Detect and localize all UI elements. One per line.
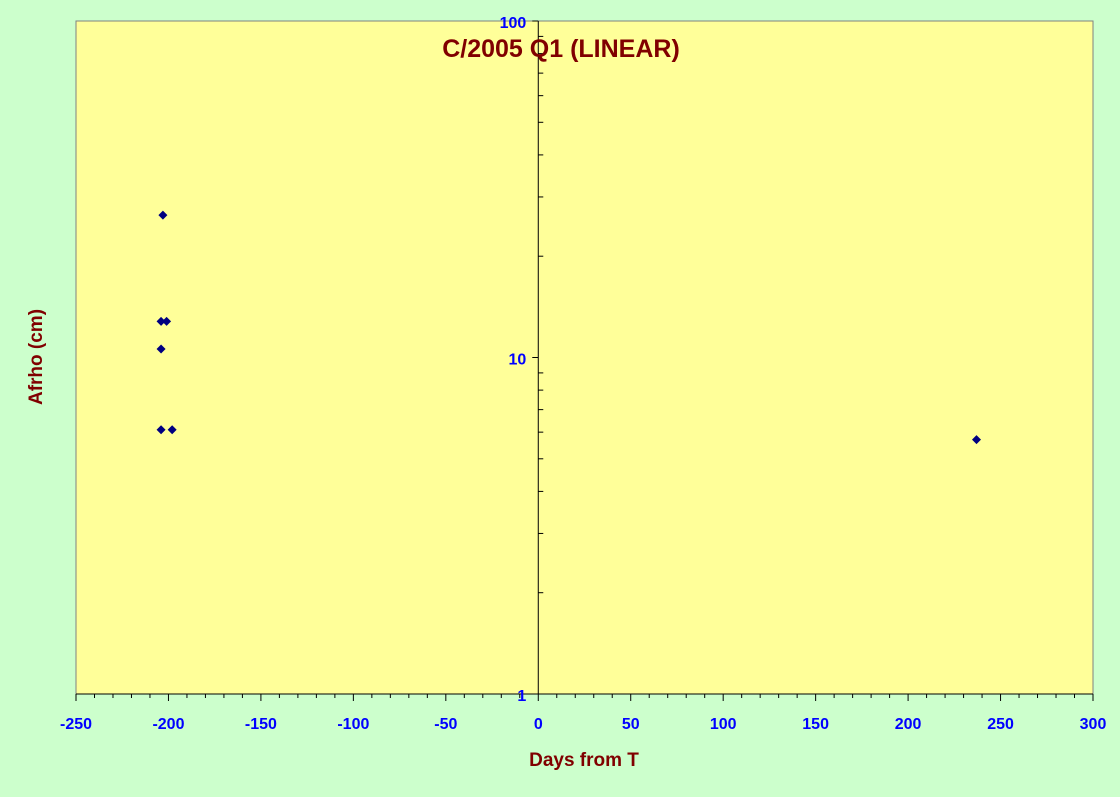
y-axis-label: Afrho (cm)	[26, 309, 47, 405]
x-tick-label: 100	[710, 716, 737, 733]
x-tick-label: 250	[987, 716, 1014, 733]
x-tick-label: 300	[1080, 716, 1107, 733]
y-tick-label: 10	[508, 352, 526, 369]
x-tick-label: 200	[895, 716, 922, 733]
data-point	[158, 210, 168, 220]
ticks	[75, 20, 1094, 701]
x-tick-label: 150	[802, 716, 829, 733]
x-tick-label: -50	[434, 716, 457, 733]
chart-title: C/2005 Q1 (LINEAR)	[442, 35, 680, 63]
x-tick-label: -150	[245, 716, 277, 733]
x-tick-label: -100	[337, 716, 369, 733]
data-markers	[156, 210, 982, 445]
y-tick-label: 1	[517, 688, 526, 705]
y-tick-label: 100	[500, 15, 527, 32]
plot-area	[75, 20, 1094, 695]
x-axis-label: Days from T	[529, 750, 639, 771]
data-point	[972, 435, 982, 445]
data-point	[167, 425, 177, 435]
data-point	[162, 316, 172, 326]
tick-labels: -250 -200 -150 -100 -50 0 50 100 150 200 250 300 1 10…	[60, 15, 1106, 733]
x-tick-label: 0	[534, 716, 543, 733]
x-tick-label: 50	[622, 716, 640, 733]
x-tick-label: -200	[152, 716, 184, 733]
x-tick-label: -250	[60, 716, 92, 733]
data-point	[156, 425, 166, 435]
data-point	[156, 316, 166, 326]
data-point	[156, 344, 166, 354]
